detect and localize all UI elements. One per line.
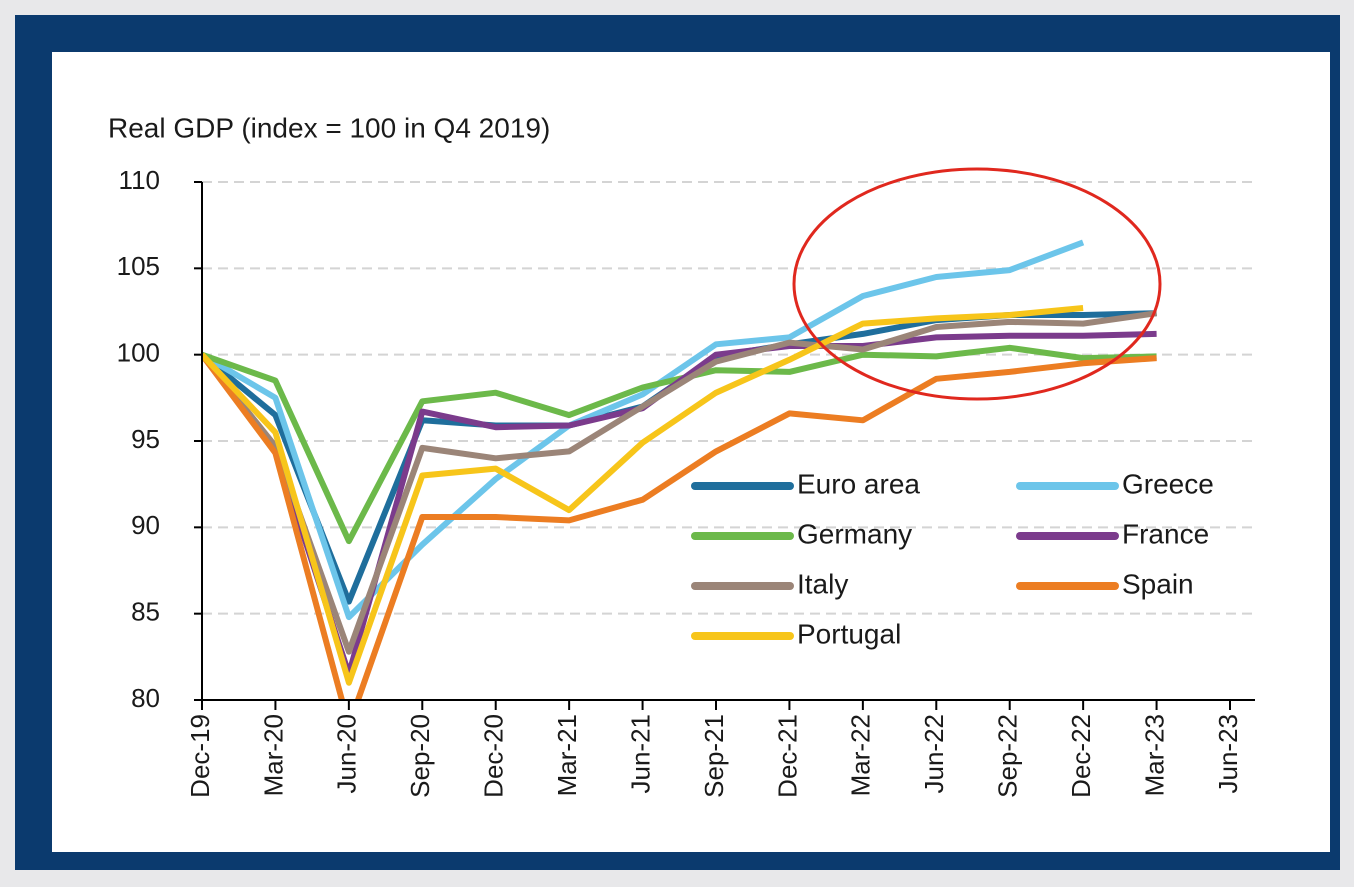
x-tick-label: Jun-22 <box>919 714 949 794</box>
x-tick-label: Mar-22 <box>846 714 876 796</box>
y-tick-label: 95 <box>131 424 160 454</box>
legend-label: Euro area <box>797 468 920 499</box>
series-line <box>202 310 1158 655</box>
x-tick-label: Mar-23 <box>1139 714 1169 796</box>
x-tick-label: Dec-21 <box>772 714 802 798</box>
panel <box>52 52 1330 852</box>
legend-label: France <box>1122 518 1209 549</box>
highlight-ellipse <box>792 167 1162 401</box>
series-line <box>202 239 1085 621</box>
x-tick-label: Mar-21 <box>552 714 582 796</box>
y-tick-label: 80 <box>131 683 160 713</box>
lines <box>202 239 1158 700</box>
y-tick-label: 85 <box>131 597 160 627</box>
legend-label: Portugal <box>797 618 901 649</box>
y-tick-label: 110 <box>119 165 160 195</box>
legend-label: Spain <box>1122 568 1194 599</box>
y-tick-label: 100 <box>117 338 160 368</box>
x-tick-label: Jun-23 <box>1213 714 1243 794</box>
legend-label: Italy <box>797 568 848 599</box>
axes: 80 85 90 95 100 105 110 Dec-19 Mar-20 Jun-20 Sep-2… <box>117 165 1255 798</box>
x-tick-label: Mar-20 <box>258 714 288 796</box>
x-tick-label: Sep-20 <box>405 714 435 798</box>
chart-title: Real GDP (index = 100 in Q4 2019) <box>108 112 550 143</box>
x-tick-label: Jun-21 <box>625 714 655 794</box>
legend-label: Germany <box>797 518 912 549</box>
x-tick-label: Jun-20 <box>332 714 362 794</box>
x-tick-label: Dec-19 <box>185 714 215 798</box>
series-line <box>202 305 1084 686</box>
legend-label: Greece <box>1122 468 1214 499</box>
x-tick-label: Dec-20 <box>479 714 509 798</box>
x-tick-label: Sep-22 <box>993 714 1023 798</box>
legend: Euro area Greece Germany France Italy Spain Po… <box>691 468 1214 649</box>
y-tick-label: 105 <box>117 251 160 281</box>
series-line <box>202 352 1157 700</box>
x-tick-label: Dec-22 <box>1066 714 1096 798</box>
x-tick-label: Sep-21 <box>699 714 729 798</box>
y-tick-label: 90 <box>131 510 160 540</box>
